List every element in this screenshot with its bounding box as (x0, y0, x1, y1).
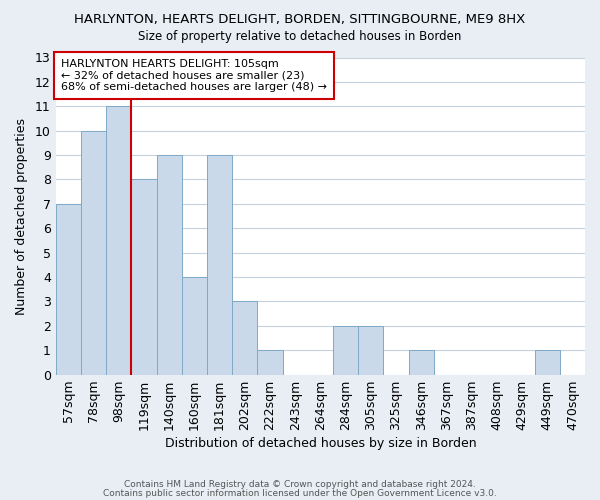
X-axis label: Distribution of detached houses by size in Borden: Distribution of detached houses by size … (164, 437, 476, 450)
Bar (257, 350, 283, 374)
Bar (409, 350, 434, 374)
Bar (535, 350, 560, 374)
Text: Contains public sector information licensed under the Open Government Licence v3: Contains public sector information licen… (103, 489, 497, 498)
Bar (56, 204, 81, 374)
Bar (358, 326, 383, 374)
Bar (182, 277, 207, 374)
Text: HARLYNTON, HEARTS DELIGHT, BORDEN, SITTINGBOURNE, ME9 8HX: HARLYNTON, HEARTS DELIGHT, BORDEN, SITTI… (74, 12, 526, 26)
Bar (131, 180, 157, 374)
Text: HARLYNTON HEARTS DELIGHT: 105sqm
← 32% of detached houses are smaller (23)
68% o: HARLYNTON HEARTS DELIGHT: 105sqm ← 32% o… (61, 59, 327, 92)
Text: Size of property relative to detached houses in Borden: Size of property relative to detached ho… (139, 30, 461, 43)
Bar (333, 326, 358, 374)
Bar (81, 130, 106, 374)
Bar (232, 302, 257, 374)
Bar (207, 155, 232, 374)
Bar (157, 155, 182, 374)
Y-axis label: Number of detached properties: Number of detached properties (15, 118, 28, 314)
Bar (106, 106, 131, 374)
Text: Contains HM Land Registry data © Crown copyright and database right 2024.: Contains HM Land Registry data © Crown c… (124, 480, 476, 489)
